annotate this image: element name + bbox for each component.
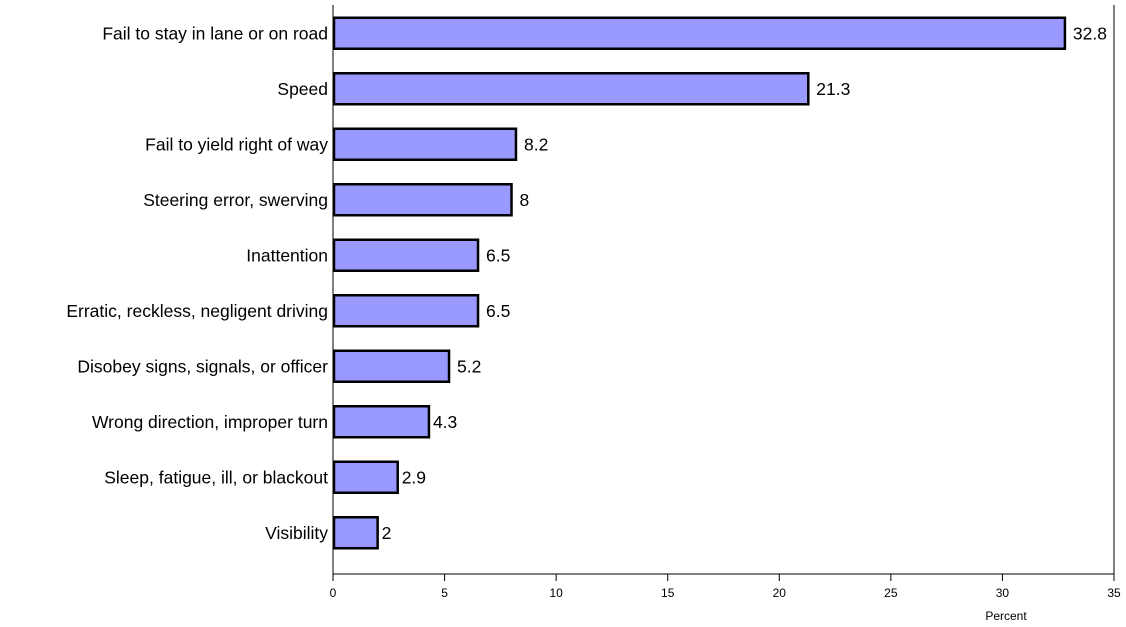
value-label: 8 <box>520 190 530 210</box>
category-label: Steering error, swerving <box>143 190 328 210</box>
bar <box>332 127 518 161</box>
value-labels: 32.8 21.3 8.2 8 6.5 6.5 5.2 4.3 2.9 2 <box>382 23 1107 543</box>
x-tick-label: 20 <box>773 586 787 600</box>
bar <box>332 16 1067 50</box>
category-label: Speed <box>277 79 328 99</box>
x-tick-label: 30 <box>996 586 1010 600</box>
x-tick-label: 25 <box>884 586 898 600</box>
category-label: Disobey signs, signals, or officer <box>77 356 328 376</box>
category-label: Sleep, fatigue, ill, or blackout <box>104 467 328 487</box>
category-label: Inattention <box>246 245 328 265</box>
bar <box>332 72 810 106</box>
value-label: 2.9 <box>402 467 426 487</box>
x-tick-label: 15 <box>661 586 675 600</box>
category-label: Visibility <box>265 523 328 543</box>
bar <box>332 294 480 328</box>
value-label: 5.2 <box>457 356 481 376</box>
category-label: Wrong direction, improper turn <box>92 412 328 432</box>
x-tick-label: 5 <box>441 586 448 600</box>
value-label: 8.2 <box>524 134 548 154</box>
bar <box>332 405 431 439</box>
category-label: Erratic, reckless, negligent driving <box>66 301 328 321</box>
category-labels: Fail to stay in lane or on road Speed Fail… <box>66 23 328 543</box>
value-label: 6.5 <box>486 301 510 321</box>
category-label: Fail to yield right of way <box>145 134 328 154</box>
value-label: 2 <box>382 523 392 543</box>
x-tick-label: 35 <box>1107 586 1121 600</box>
bar <box>332 238 480 272</box>
x-axis-title: Percent <box>985 609 1027 623</box>
x-tick-label: 0 <box>330 586 337 600</box>
axes <box>332 5 1115 575</box>
bar <box>332 516 379 550</box>
bar <box>332 460 399 494</box>
value-label: 32.8 <box>1073 23 1107 43</box>
bar <box>332 349 451 383</box>
bars-group <box>332 16 1067 550</box>
bar <box>332 183 513 217</box>
value-label: 4.3 <box>433 412 457 432</box>
value-label: 21.3 <box>816 79 850 99</box>
x-tick-label: 10 <box>549 586 563 600</box>
category-label: Fail to stay in lane or on road <box>102 23 328 43</box>
x-ticks: 0 5 10 15 20 25 30 35 <box>330 574 1121 600</box>
value-label: 6.5 <box>486 245 510 265</box>
